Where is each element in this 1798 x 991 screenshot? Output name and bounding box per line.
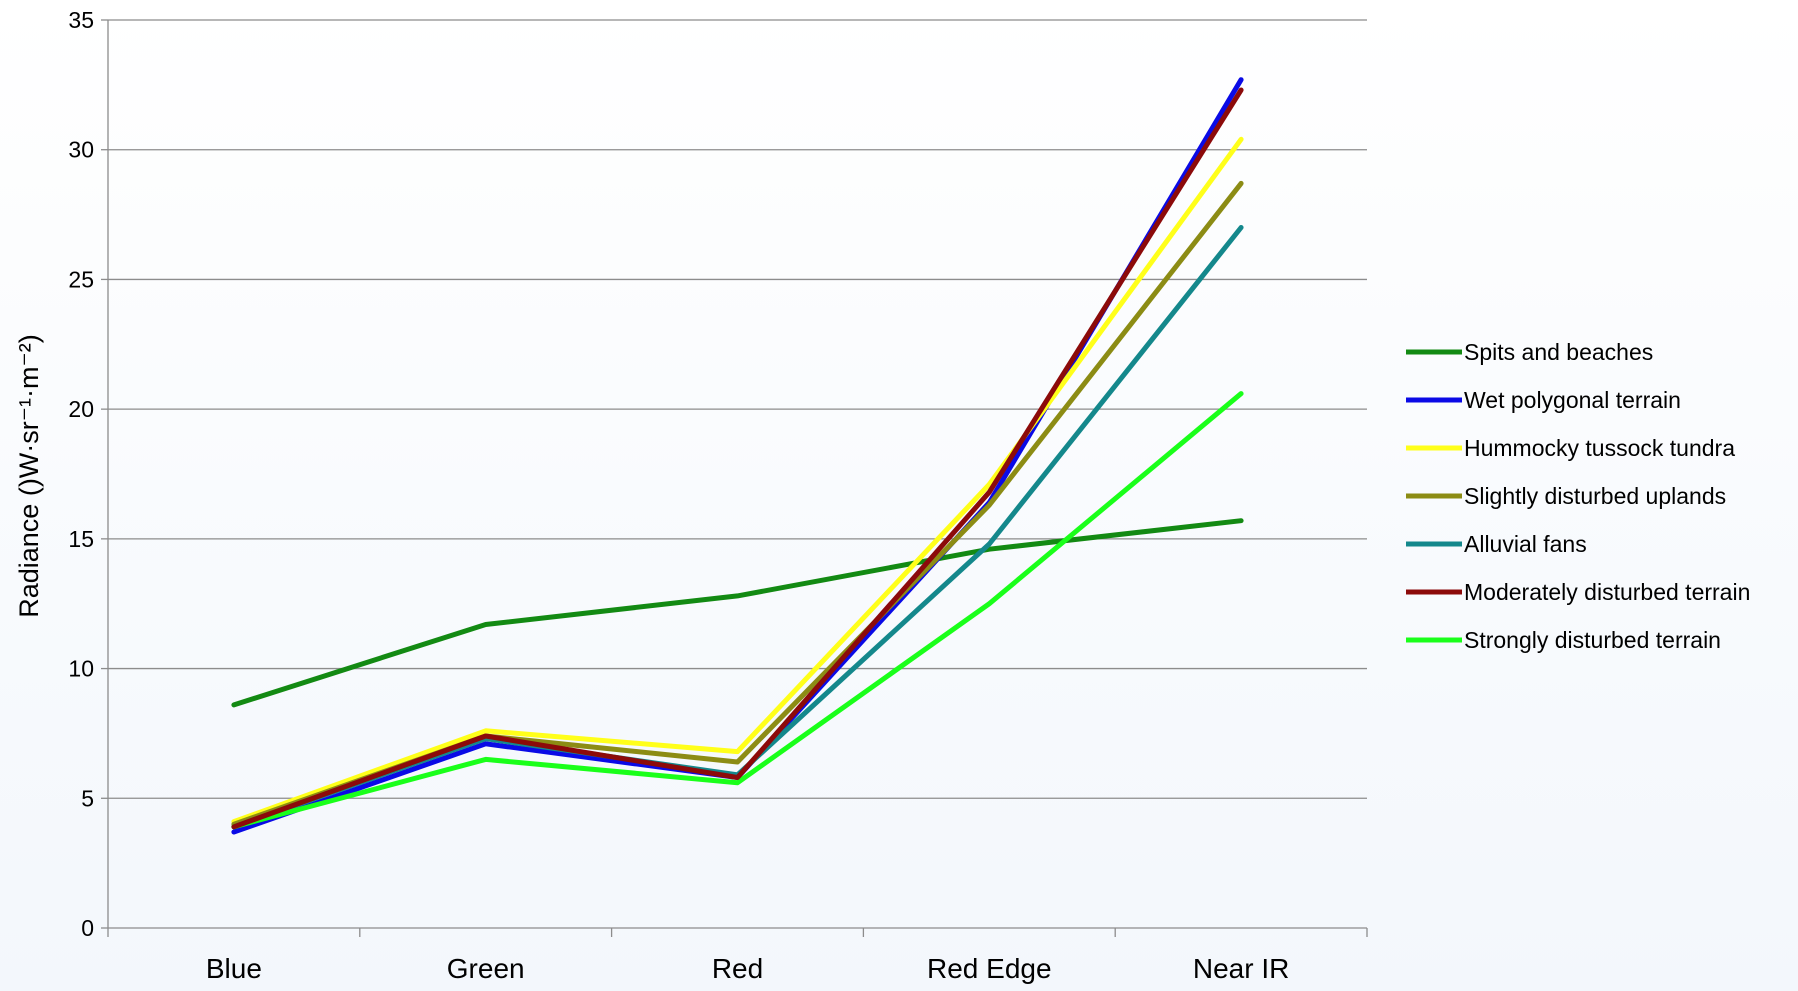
- y-axis-title: Radiance ()W·sr⁻¹·m⁻²): [14, 334, 44, 618]
- gridlines: [101, 19, 1367, 929]
- legend-entry: Moderately disturbed terrain: [1464, 579, 1750, 605]
- legend-entry: Alluvial fans: [1464, 531, 1587, 557]
- y-tick-label: 20: [68, 396, 94, 422]
- legend-entry: Slightly disturbed uplands: [1464, 483, 1726, 509]
- legend-entry: Strongly disturbed terrain: [1464, 627, 1721, 653]
- y-tick-label: 5: [81, 785, 94, 811]
- x-tick-label: Red: [712, 953, 763, 984]
- y-tick-labels: 0 5 10 15 20 25 30 35: [68, 7, 94, 941]
- y-tick-label: 35: [68, 7, 94, 33]
- x-tick-label: Red Edge: [927, 953, 1052, 984]
- series-line: [231, 77, 1244, 835]
- y-tick-label: 0: [81, 915, 94, 941]
- series-line: [231, 518, 1244, 708]
- y-tick-label: 25: [68, 266, 94, 292]
- series-lines: [231, 77, 1244, 835]
- axes: [107, 20, 1368, 937]
- series-line: [231, 87, 1244, 830]
- x-tick-label: Near IR: [1193, 953, 1289, 984]
- y-tick-label: 30: [68, 137, 94, 163]
- series-line: [231, 225, 1244, 830]
- series-line: [231, 136, 1244, 825]
- legend-entry: Wet polygonal terrain: [1464, 387, 1681, 413]
- legend: Spits and beaches Wet polygonal terrain Hu…: [1406, 339, 1750, 653]
- x-tick-labels: Blue Green Red Red Edge Near IR: [206, 953, 1289, 984]
- x-tick-label: Green: [447, 953, 525, 984]
- legend-entry: Hummocky tussock tundra: [1464, 435, 1735, 461]
- y-tick-label: 10: [68, 656, 94, 682]
- legend-entry: Spits and beaches: [1464, 339, 1653, 365]
- x-tick-label: Blue: [206, 953, 262, 984]
- series-line: [231, 391, 1244, 830]
- y-tick-label: 15: [68, 526, 94, 552]
